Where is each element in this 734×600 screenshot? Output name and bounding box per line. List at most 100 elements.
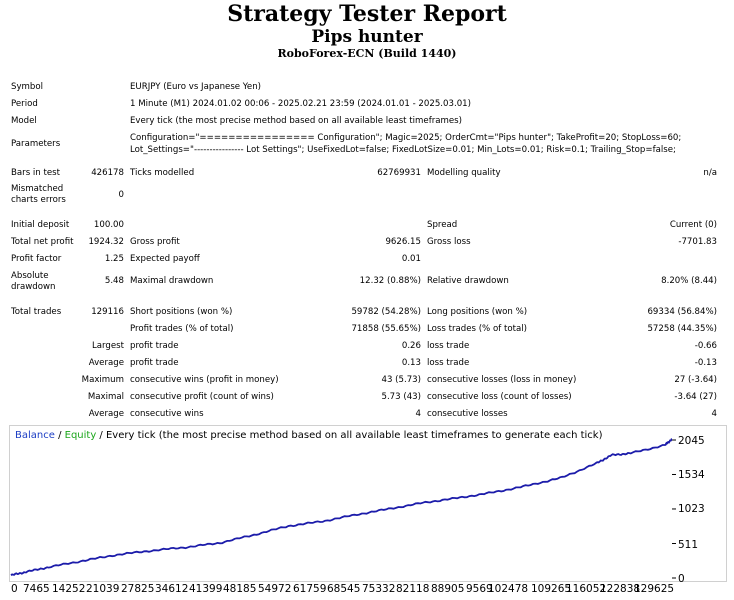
- parameters-line-2: Lot_Settings="---------------- Lot Setti…: [130, 145, 676, 155]
- x-tick-label: 129625: [634, 583, 675, 595]
- x-tick-label: 109265: [531, 583, 572, 595]
- x-tick-label: 68545: [327, 583, 361, 595]
- x-tick-label: 21039: [86, 583, 120, 595]
- mismatch-value: 0: [118, 190, 124, 200]
- gross-loss-label: Gross loss: [427, 237, 471, 247]
- maximal-drawdown-label: Maximal drawdown: [130, 276, 214, 286]
- expected-payoff-value: 0.01: [401, 254, 421, 264]
- period-label: Period: [11, 99, 38, 109]
- relative-drawdown-value: 8.20% (8.44): [661, 276, 717, 286]
- report-table: Symbol EURJPY (Euro vs Japanese Yen) Per…: [11, 82, 717, 419]
- x-tick-label: 41399: [189, 583, 223, 595]
- symbol-value: EURJPY (Euro vs Japanese Yen): [130, 82, 262, 92]
- x-tick-label: 82118: [396, 583, 430, 595]
- x-tick-label: 122838: [600, 583, 641, 595]
- deposit-label: Initial deposit: [11, 220, 70, 230]
- profit-trades-value: 71858 (55.65%): [351, 324, 421, 334]
- profit-factor-label: Profit factor: [11, 254, 62, 264]
- report-title: Strategy Tester Report: [227, 1, 507, 27]
- ticks-label: Ticks modelled: [130, 168, 195, 178]
- server-build: RoboForex-ECN (Build 1440): [277, 47, 457, 60]
- x-tick-label: 61759: [293, 583, 327, 595]
- loss-trades-label: Loss trades (% of total): [427, 324, 527, 334]
- x-tick-label: 0: [11, 583, 18, 595]
- legend-balance: Balance: [15, 430, 55, 441]
- legend-description: Every tick (the most precise method base…: [105, 430, 603, 441]
- short-positions-label: Short positions (won %): [130, 307, 233, 317]
- x-tick-label: 116052: [566, 583, 607, 595]
- total-trades-label: Total trades: [11, 307, 62, 317]
- average-profit-value: 0.13: [401, 358, 421, 368]
- x-tick-label: 34612: [155, 583, 189, 595]
- gross-profit-label: Gross profit: [130, 237, 180, 247]
- period-value: 1 Minute (M1) 2024.01.02 00:06 - 2025.02…: [130, 99, 471, 109]
- bars-value: 426178: [91, 168, 124, 178]
- loss-trades-value: 57258 (44.35%): [647, 324, 717, 334]
- mismatch-label-1: Mismatched: [11, 184, 64, 194]
- symbol-label: Symbol: [11, 82, 44, 92]
- gross-loss-value: -7701.83: [678, 237, 717, 247]
- max-consecutive-losses-label: consecutive losses (loss in money): [427, 375, 577, 385]
- legend-separator-1: /: [54, 430, 65, 441]
- net-profit-value: 1924.32: [88, 237, 124, 247]
- average-loss-label: loss trade: [427, 358, 470, 368]
- x-tick-label: 7465: [23, 583, 50, 595]
- average-label: Average: [88, 358, 124, 368]
- balance-chart-frame: [9, 425, 727, 582]
- max-consecutive-wins-label: consecutive wins (profit in money): [130, 375, 279, 385]
- x-tick-label: 27825: [121, 583, 155, 595]
- absolute-drawdown-label-2: drawdown: [11, 282, 56, 292]
- y-tick-label: 0: [678, 573, 685, 585]
- mismatch-label-2: charts errors: [11, 195, 66, 205]
- maximal-consecutive-loss-value: -3.64 (27): [674, 392, 717, 402]
- absolute-drawdown-value: 5.48: [104, 276, 124, 286]
- profit-trades-label: Profit trades (% of total): [130, 324, 234, 334]
- profit-factor-value: 1.25: [104, 254, 124, 264]
- spread-label: Spread: [427, 220, 458, 230]
- max-consecutive-wins-value: 43 (5.73): [381, 375, 421, 385]
- long-positions-value: 69334 (56.84%): [647, 307, 717, 317]
- average-consecutive-wins-label: consecutive wins: [130, 409, 204, 419]
- expected-payoff-label: Expected payoff: [130, 254, 200, 264]
- ticks-value: 62769931: [377, 168, 421, 178]
- maximal-label: Maximal: [87, 392, 124, 402]
- parameters-label: Parameters: [11, 139, 61, 149]
- maximum-label: Maximum: [81, 375, 124, 385]
- bars-label: Bars in test: [11, 168, 60, 178]
- model-value: Every tick (the most precise method base…: [130, 116, 463, 126]
- relative-drawdown-label: Relative drawdown: [427, 276, 509, 286]
- largest-loss-label: loss trade: [427, 341, 470, 351]
- x-tick-label: 14252: [52, 583, 86, 595]
- max-consecutive-losses-value: 27 (-3.64): [674, 375, 717, 385]
- average-consecutive-losses-value: 4: [711, 409, 717, 419]
- average-loss-value: -0.13: [694, 358, 717, 368]
- legend-separator-2: /: [96, 430, 106, 441]
- net-profit-label: Total net profit: [11, 237, 74, 247]
- quality-label: Modelling quality: [427, 168, 501, 178]
- x-tick-label: 102478: [488, 583, 529, 595]
- y-tick-label: 2045: [678, 435, 705, 447]
- deposit-value: 100.00: [93, 220, 124, 230]
- average-consecutive-losses-label: consecutive losses: [427, 409, 508, 419]
- maximal-consecutive-profit-value: 5.73 (43): [381, 392, 421, 402]
- average-consecutive-wins-value: 4: [415, 409, 421, 419]
- largest-profit-value: 0.26: [401, 341, 421, 351]
- y-tick-label: 1534: [678, 469, 705, 481]
- largest-loss-value: -0.66: [694, 341, 717, 351]
- x-tick-label: 9569: [466, 583, 493, 595]
- y-tick-label: 1023: [678, 503, 705, 515]
- spread-value: Current (0): [669, 220, 717, 230]
- short-positions-value: 59782 (54.28%): [351, 307, 421, 317]
- maximal-drawdown-value: 12.32 (0.88%): [359, 276, 421, 286]
- gross-profit-value: 9626.15: [385, 237, 421, 247]
- model-label: Model: [11, 116, 37, 126]
- y-tick-label: 511: [678, 539, 699, 551]
- absolute-drawdown-label-1: Absolute: [11, 271, 49, 281]
- x-axis-labels: 0 7465 14252 21039 27825 34612 41399 481…: [0, 583, 734, 599]
- average-consecutive-label: Average: [88, 409, 124, 419]
- long-positions-label: Long positions (won %): [427, 307, 528, 317]
- legend-equity: Equity: [64, 430, 97, 441]
- largest-profit-label: profit trade: [130, 341, 179, 351]
- x-tick-label: 48185: [223, 583, 257, 595]
- maximal-consecutive-profit-label: consecutive profit (count of wins): [130, 392, 274, 402]
